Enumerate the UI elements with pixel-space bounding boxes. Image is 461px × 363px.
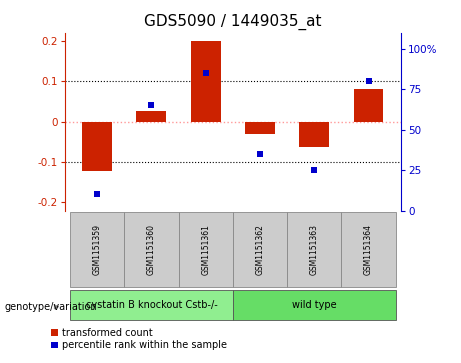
FancyArrowPatch shape	[54, 305, 59, 309]
Text: GSM1151361: GSM1151361	[201, 224, 210, 275]
Bar	[124, 212, 178, 287]
Bar	[299, 122, 329, 147]
Text: genotype/variation: genotype/variation	[5, 302, 97, 312]
Text: cystatin B knockout Cstb-/-: cystatin B knockout Cstb-/-	[85, 300, 217, 310]
Bar	[191, 41, 221, 122]
Text: GSM1151359: GSM1151359	[93, 224, 101, 275]
Bar	[82, 122, 112, 171]
Bar	[341, 212, 396, 287]
Bar	[178, 212, 233, 287]
Text: GSM1151362: GSM1151362	[255, 224, 265, 275]
Bar	[287, 212, 341, 287]
Text: GSM1151360: GSM1151360	[147, 224, 156, 275]
Text: GSM1151364: GSM1151364	[364, 224, 373, 275]
Title: GDS5090 / 1449035_at: GDS5090 / 1449035_at	[144, 14, 322, 30]
Bar	[70, 290, 233, 319]
Text: GSM1151363: GSM1151363	[310, 224, 319, 275]
Bar	[233, 212, 287, 287]
Bar	[233, 290, 396, 319]
Bar	[136, 111, 166, 122]
Bar	[245, 122, 275, 134]
Legend: transformed count, percentile rank within the sample: transformed count, percentile rank withi…	[51, 328, 227, 350]
Bar	[70, 212, 124, 287]
Text: wild type: wild type	[292, 300, 337, 310]
Bar	[354, 89, 384, 122]
